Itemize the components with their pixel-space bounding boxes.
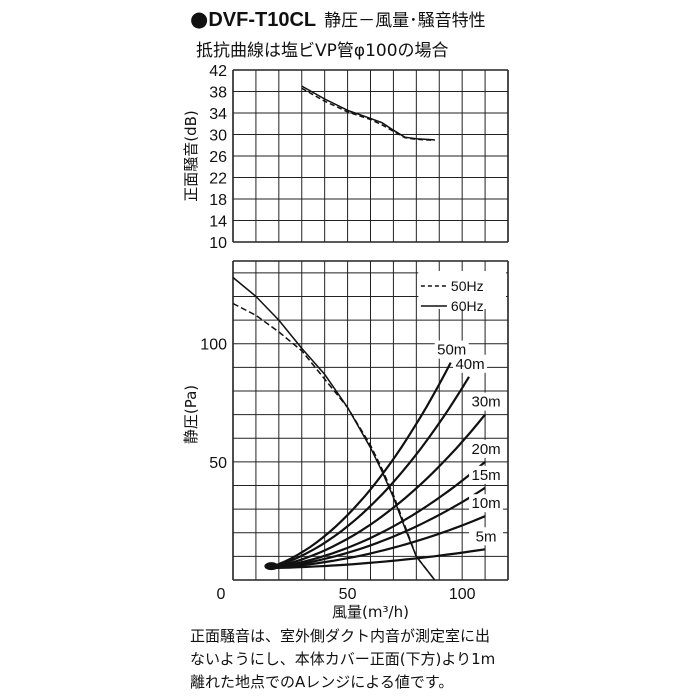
chart-subtitle: 静圧－風量･騒音特性 — [324, 11, 486, 31]
resistance-curve-40m — [267, 376, 470, 570]
noise-chart: 10 14 18 22 26 30 34 38 42 正面騒音(dB) — [182, 63, 509, 252]
series-line-60Hz — [232, 276, 436, 581]
legend-label: 60Hz — [451, 298, 484, 314]
resistance-curve-20m — [267, 461, 486, 570]
y-tick-label: 18 — [209, 192, 227, 209]
y-tick-label: 22 — [209, 171, 227, 188]
y-tick-label: 30 — [209, 128, 227, 145]
resistance-label: 40m — [455, 356, 484, 373]
footnote: 正面騒音は、室外側ダクト内音が測定室に出 ないようにし、本体カバー正面(下方)よ… — [190, 625, 690, 694]
x-tick-label: 100 — [449, 586, 476, 603]
footnote-line: 離れた地点でのAレンジによる値です。 — [190, 673, 454, 691]
legend-label: 50Hz — [451, 278, 484, 294]
x-tick-label: 50 — [339, 586, 357, 603]
resistance-curve-30m — [267, 413, 486, 570]
resistance-label: 5m — [476, 528, 497, 545]
y-tick-label: 42 — [209, 63, 227, 80]
resistance-label-bg — [469, 392, 504, 411]
y-tick-label: 38 — [209, 85, 227, 102]
resistance-curve-50m — [267, 362, 452, 570]
resistance-label: 15m — [471, 467, 500, 484]
resistance-curve-15m — [267, 486, 486, 570]
resistance-label: 50m — [437, 342, 466, 359]
series-line-50Hz — [301, 87, 435, 142]
curve-origin-mark — [264, 562, 279, 571]
resistance-label: 30m — [471, 394, 500, 411]
y-tick-label: 10 — [209, 235, 227, 252]
resistance-label-bg — [453, 354, 488, 373]
model-name: DVF-T10CL — [208, 9, 317, 31]
y-axis-label: 正面騒音(dB) — [182, 110, 200, 202]
footnote-line: 正面騒音は、室外側ダクト内音が測定室に出 — [190, 627, 491, 645]
y-tick-label: 50 — [209, 455, 227, 472]
chart-title: ●DVF-T10CL 静圧－風量･騒音特性 — [190, 6, 486, 32]
resistance-label: 20m — [471, 441, 500, 458]
bullet-icon: ● — [190, 7, 209, 31]
resistance-label-bg — [469, 527, 504, 546]
y-tick-label: 26 — [209, 149, 227, 166]
resistance-curve-10m — [267, 515, 486, 570]
y-tick-label: 14 — [209, 214, 227, 231]
y-axis-label: 静圧(Pa) — [182, 385, 200, 444]
resistance-label-bg — [469, 439, 504, 458]
footnote-line: ないようにし、本体カバー正面(下方)より1m — [190, 650, 496, 668]
legend-box — [418, 271, 506, 309]
resistance-label-bg — [434, 340, 469, 359]
resistance-label: 10m — [471, 495, 500, 512]
series-line-60Hz — [301, 85, 435, 141]
y-tick-label: 100 — [200, 337, 227, 354]
x-axis-label: 風量(m³/h) — [332, 603, 409, 621]
x-tick-label: 0 — [217, 586, 226, 603]
resistance-label-bg — [469, 494, 504, 513]
resistance-curve-5m — [267, 548, 486, 570]
resistance-note: 抵抗曲線は塩ビVP管φ100の場合 — [196, 41, 449, 61]
y-tick-label: 34 — [209, 106, 227, 123]
resistance-label-bg — [469, 465, 504, 484]
